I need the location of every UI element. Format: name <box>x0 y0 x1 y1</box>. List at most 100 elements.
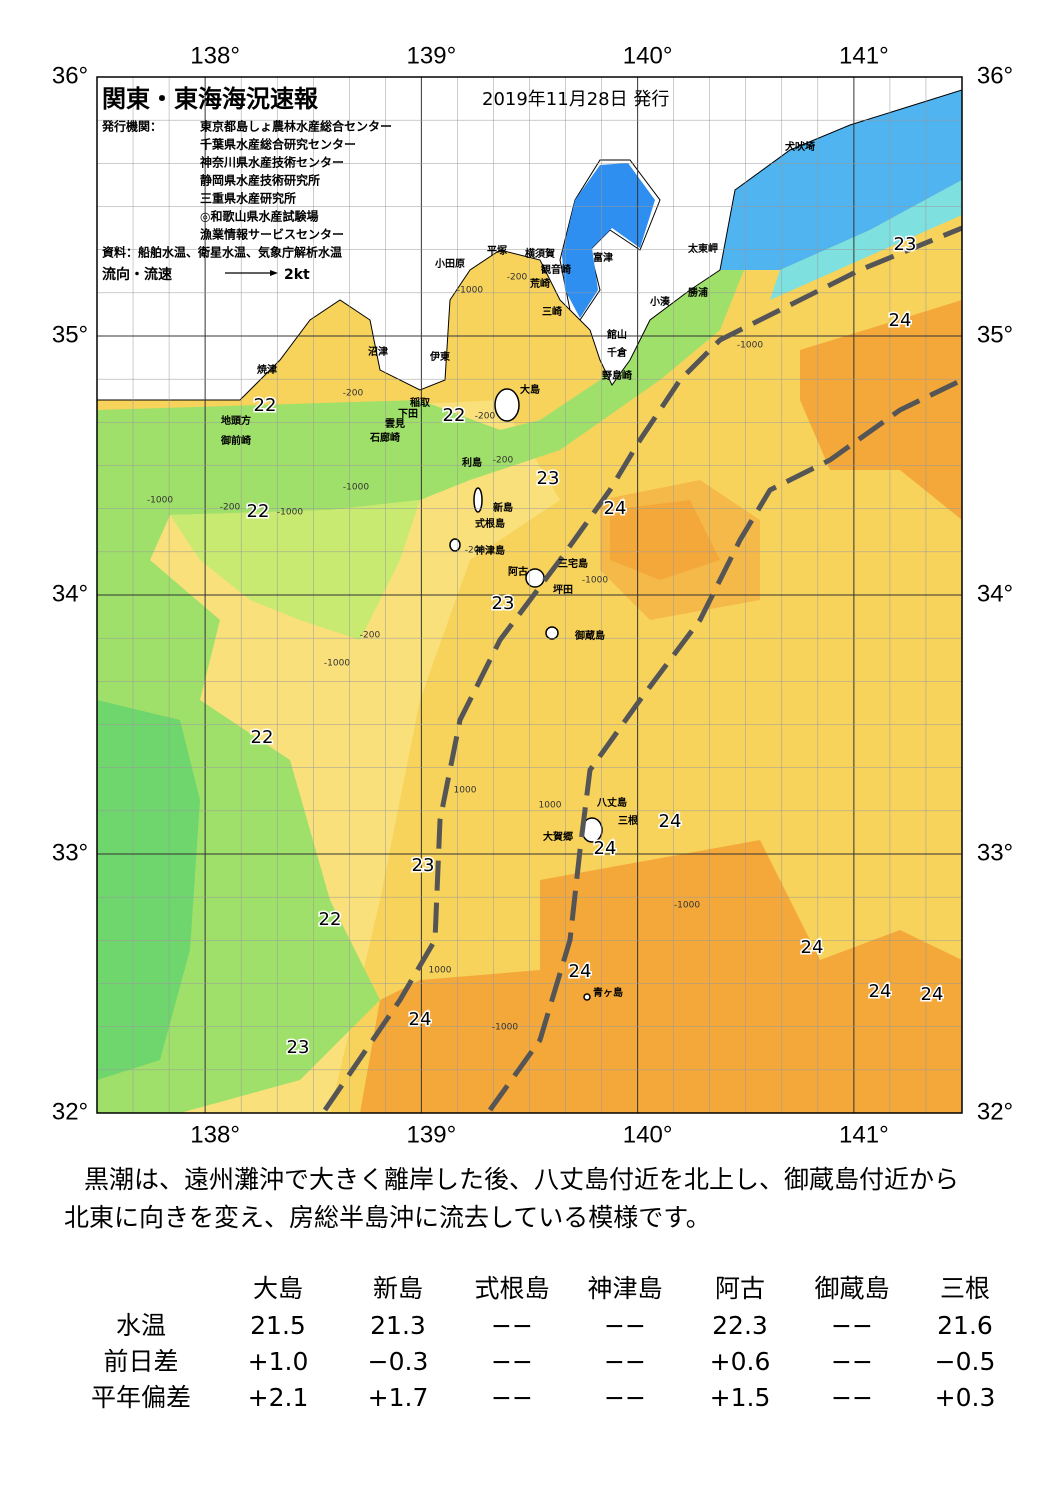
longitude-label: 138° <box>190 1121 240 1148</box>
island <box>449 538 461 552</box>
island <box>494 388 520 422</box>
place-name: 坪田 <box>553 583 573 596</box>
place-name: 荒崎 <box>529 277 550 290</box>
publisher: 神奈川県水産技術センター <box>200 155 344 170</box>
table-cell: −− <box>604 1311 646 1340</box>
latitude-label: 35° <box>977 321 1013 348</box>
table-cell: +1.7 <box>368 1383 429 1412</box>
longitude-label: 141° <box>839 1121 889 1148</box>
place-name: 富津 <box>593 251 613 264</box>
place-name: 観音崎 <box>541 263 571 276</box>
place-name: 石廊崎 <box>369 431 400 444</box>
temperature-label: 24 <box>569 961 592 982</box>
place-name: 伊東 <box>429 350 450 363</box>
longitude-label: 141° <box>839 42 889 69</box>
depth-label: -1000 <box>343 483 369 493</box>
longitude-label: 140° <box>623 42 673 69</box>
publisher: 三重県水産研究所 <box>200 191 296 206</box>
place-name: 御前崎 <box>220 434 251 447</box>
table-cell: −− <box>491 1383 533 1412</box>
table-header: 三根 <box>940 1274 990 1303</box>
depth-label: -200 <box>360 631 381 641</box>
table-cell: −− <box>831 1311 873 1340</box>
island <box>473 487 483 513</box>
depth-label: -200 <box>465 546 486 556</box>
table-cell: −− <box>604 1383 646 1412</box>
place-name: 三崎 <box>542 305 562 318</box>
depth-label: -1000 <box>457 286 483 296</box>
sea-orange <box>360 840 962 1113</box>
place-name: 利島 <box>462 456 482 469</box>
table-cell: −− <box>491 1311 533 1340</box>
publisher: 静岡県水産技術研究所 <box>200 173 320 188</box>
table-cell: −− <box>831 1383 873 1412</box>
place-name: 地頭方 <box>221 414 251 427</box>
legend-unit: 2kt <box>284 267 310 283</box>
issue-date: 2019年11月28日 発行 <box>482 89 669 110</box>
place-name: 横須賀 <box>525 247 555 260</box>
longitude-label: 140° <box>623 1121 673 1148</box>
table-cell: +0.3 <box>935 1383 996 1412</box>
sea-orange <box>800 300 962 520</box>
place-name: 大賀郷 <box>543 830 573 843</box>
description-line: 北東に向きを変え、房総半島沖に流去している模様です。 <box>64 1203 711 1232</box>
place-name: 阿古 <box>508 565 528 578</box>
latitude-label: 34° <box>52 580 88 607</box>
temperature-label: 24 <box>801 937 824 958</box>
table-cell: 21.3 <box>370 1311 426 1340</box>
latitude-label: 34° <box>977 580 1013 607</box>
place-name: 千倉 <box>607 346 628 359</box>
table-row-label: 平年偏差 <box>91 1383 191 1412</box>
place-name: 犬吠埼 <box>785 140 815 153</box>
temperature-label: 24 <box>869 981 892 1002</box>
depth-label: -1000 <box>582 576 608 586</box>
place-name: 下田 <box>398 408 418 420</box>
map-frame <box>96 76 963 1114</box>
place-name: 八丈島 <box>596 796 627 809</box>
place-name: 稲取 <box>410 396 431 409</box>
temperature-label: 24 <box>604 498 627 519</box>
temperature-label: 22 <box>251 727 274 748</box>
place-name: 新島 <box>493 501 513 514</box>
table-row-label: 前日差 <box>103 1347 178 1376</box>
kuroshio-path <box>322 225 962 1112</box>
table-header: 御蔵島 <box>814 1274 889 1303</box>
place-name: 太東岬 <box>687 242 718 255</box>
depth-label: -1000 <box>737 341 763 351</box>
place-name: 勝浦 <box>688 286 708 299</box>
depth-label: -1000 <box>674 901 700 911</box>
legend-arrowhead <box>270 270 278 276</box>
title: 関東・東海海況速報 <box>102 85 319 113</box>
temperature-label: 23 <box>894 234 917 255</box>
publisher: 東京都島しょ農林水産総合センター <box>200 119 392 134</box>
kuroshio <box>322 225 962 1112</box>
place-name: 小田原 <box>434 257 465 270</box>
latitude-label: 33° <box>52 839 88 866</box>
longitude-label: 139° <box>407 42 457 69</box>
longitude-label: 138° <box>190 42 240 69</box>
depth-label: -1000 <box>277 508 303 518</box>
table-cell: −0.5 <box>935 1347 996 1376</box>
place-name: 沼津 <box>368 345 388 358</box>
table-cell: +1.5 <box>710 1383 771 1412</box>
latitude-label: 32° <box>977 1098 1013 1125</box>
table-header: 神津島 <box>587 1274 662 1303</box>
table-cell: −− <box>604 1347 646 1376</box>
table-cell: −− <box>491 1347 533 1376</box>
latitude-label: 35° <box>52 321 88 348</box>
table-header: 式根島 <box>474 1274 549 1303</box>
temperature-label: 23 <box>287 1037 310 1058</box>
table-cell: 22.3 <box>712 1311 768 1340</box>
place-name: 御蔵島 <box>574 629 605 642</box>
latitude-label: 36° <box>52 62 88 89</box>
depth-label: -1000 <box>147 496 173 506</box>
island <box>525 568 545 588</box>
place-name: 神津島 <box>475 544 505 557</box>
outer-labels: 138° 138° 139° 139° 140° 140° 141° 141° 36° 36° 35… <box>52 42 1013 1148</box>
depth-label: -200 <box>343 389 364 399</box>
latitude-label: 32° <box>52 1098 88 1125</box>
place-name: 式根島 <box>475 517 505 530</box>
place-name: 大島 <box>520 383 540 396</box>
table-header: 大島 <box>253 1274 303 1303</box>
